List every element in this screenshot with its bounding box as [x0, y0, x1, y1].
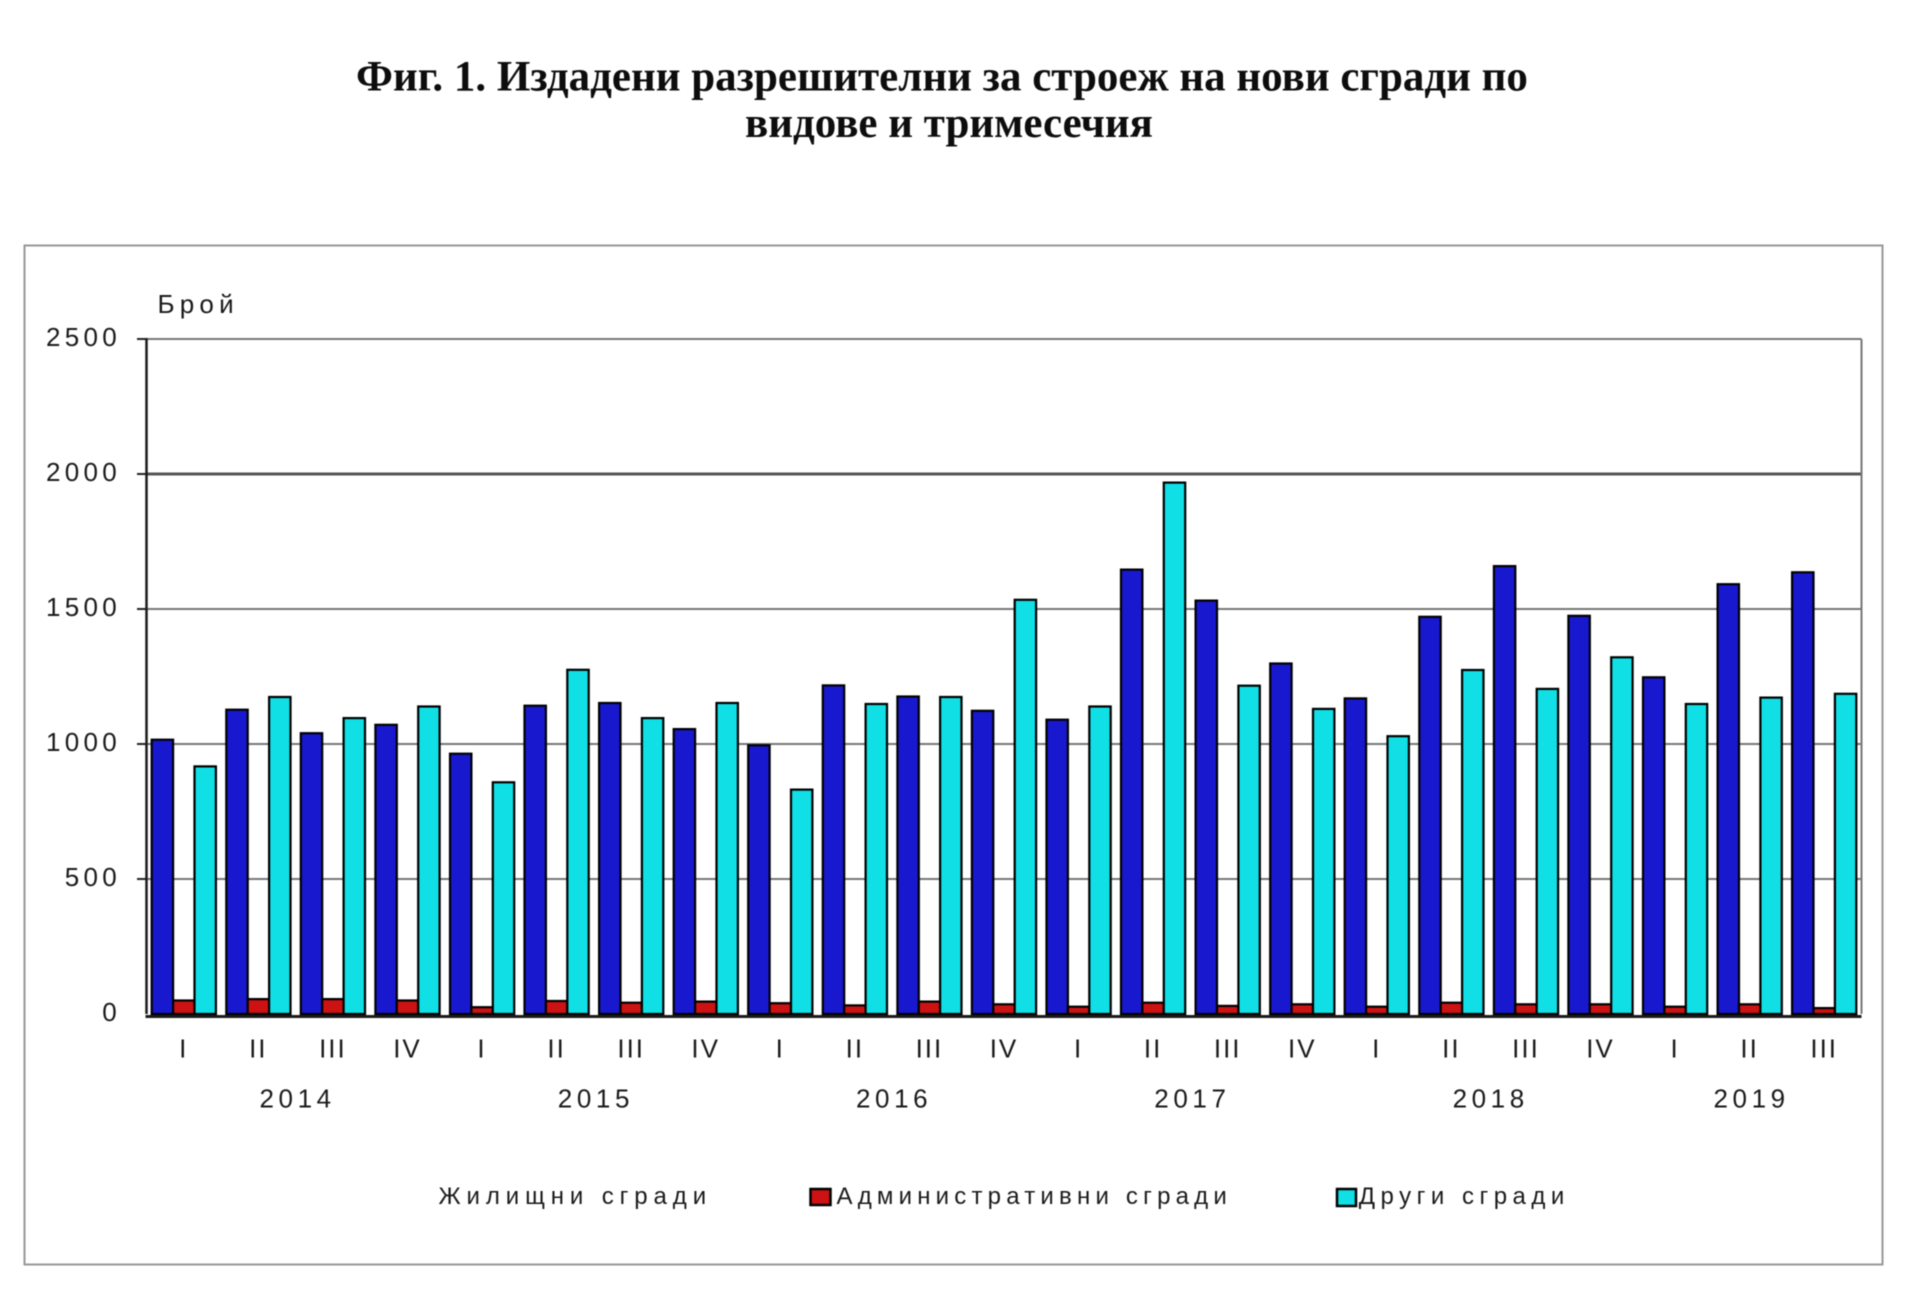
- svg-text:500: 500: [65, 862, 121, 892]
- svg-text:I: I: [776, 1034, 785, 1064]
- svg-text:IV: IV: [691, 1034, 720, 1064]
- svg-text:III: III: [916, 1034, 944, 1064]
- svg-text:I: I: [1074, 1034, 1083, 1064]
- svg-text:2019: 2019: [1713, 1084, 1789, 1114]
- svg-text:2014: 2014: [259, 1084, 335, 1114]
- svg-text:I: I: [1372, 1034, 1381, 1064]
- svg-text:IV: IV: [1586, 1034, 1615, 1064]
- svg-text:I: I: [1670, 1034, 1679, 1064]
- svg-text:II: II: [249, 1034, 267, 1064]
- svg-text:Жилищни сгради: Жилищни сгради: [439, 1183, 713, 1210]
- svg-text:I: I: [179, 1034, 188, 1064]
- svg-text:2018: 2018: [1453, 1084, 1529, 1114]
- svg-text:2500: 2500: [46, 322, 121, 352]
- svg-text:2016: 2016: [856, 1084, 932, 1114]
- svg-text:II: II: [1144, 1034, 1162, 1064]
- svg-text:Други сгради: Други сгради: [1359, 1183, 1570, 1210]
- svg-text:I: I: [477, 1034, 486, 1064]
- svg-text:III: III: [617, 1034, 645, 1064]
- svg-text:IV: IV: [990, 1034, 1019, 1064]
- svg-text:II: II: [1740, 1034, 1758, 1064]
- svg-text:III: III: [319, 1034, 347, 1064]
- svg-text:Фиг. 1. Издадени разрешителни: Фиг. 1. Издадени разрешителни за строеж …: [356, 54, 1528, 101]
- svg-text:Брой: Брой: [158, 289, 239, 319]
- svg-text:IV: IV: [393, 1034, 422, 1064]
- svg-text:видове и тримесечия: видове и тримесечия: [745, 100, 1153, 147]
- svg-text:2017: 2017: [1154, 1084, 1230, 1114]
- svg-text:III: III: [1214, 1034, 1242, 1064]
- svg-text:Административни сгради: Административни сгради: [837, 1183, 1232, 1210]
- svg-text:2015: 2015: [558, 1084, 634, 1114]
- svg-text:0: 0: [102, 997, 121, 1027]
- svg-text:1000: 1000: [46, 727, 121, 757]
- svg-text:II: II: [846, 1034, 864, 1064]
- svg-text:II: II: [547, 1034, 565, 1064]
- svg-text:1500: 1500: [46, 592, 121, 622]
- svg-text:IV: IV: [1288, 1034, 1317, 1064]
- svg-text:III: III: [1810, 1034, 1838, 1064]
- svg-text:III: III: [1512, 1034, 1540, 1064]
- svg-text:2000: 2000: [46, 457, 121, 487]
- svg-text:II: II: [1442, 1034, 1460, 1064]
